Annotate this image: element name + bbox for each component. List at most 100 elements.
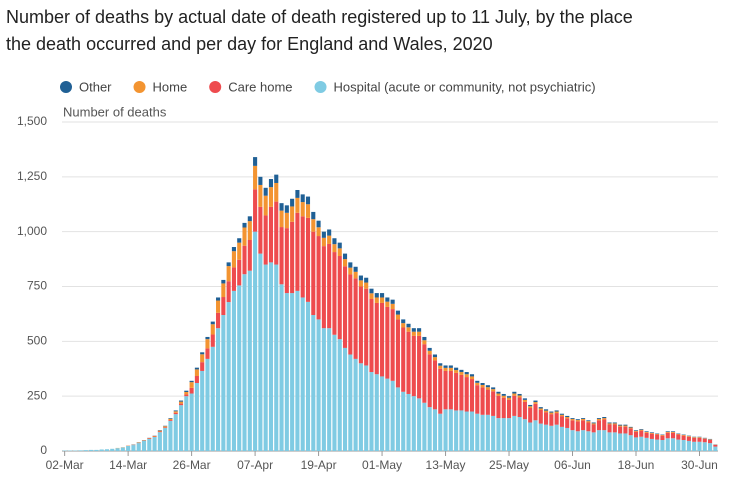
bar-segment — [422, 340, 427, 345]
chart-title: Number of deaths by actual date of death… — [6, 7, 633, 54]
bar-segment — [332, 238, 337, 245]
bar-segment — [290, 221, 295, 294]
bar-segment — [163, 426, 168, 428]
bar-segment — [369, 299, 374, 373]
bar-segment — [253, 157, 258, 166]
bar-segment — [623, 424, 628, 426]
bar-segment — [649, 433, 654, 439]
bar-segment — [284, 205, 289, 213]
bar-segment — [528, 406, 533, 409]
bar-segment — [131, 445, 136, 451]
x-tick-label: 06-Jun — [554, 458, 591, 472]
bar-segment — [607, 423, 612, 425]
bar-segment — [226, 302, 231, 451]
bar-segment — [422, 402, 427, 451]
bar-segment — [692, 441, 697, 451]
x-tick-label: 07-Apr — [237, 458, 273, 472]
bar-segment — [528, 408, 533, 423]
bar-segment — [274, 201, 279, 265]
bar-segment — [173, 410, 178, 412]
bar-segment — [448, 370, 453, 410]
bar-segment — [581, 418, 586, 419]
bar-segment — [427, 354, 432, 408]
bar-segment — [348, 354, 353, 451]
legend-swatch — [133, 81, 146, 93]
bar-segment — [189, 382, 194, 388]
bar-segment — [443, 409, 448, 451]
bar-segment — [327, 328, 332, 451]
bar-segment — [517, 395, 522, 398]
bar-segment — [173, 411, 178, 413]
bar-segment — [533, 402, 538, 404]
bar-segment — [702, 438, 707, 443]
bar-segment — [332, 252, 337, 335]
bar-segment — [459, 410, 464, 451]
bar-segment — [253, 165, 258, 190]
bar-segment — [221, 279, 226, 284]
bar-segment — [660, 440, 665, 451]
bar-segment — [454, 410, 459, 451]
bar-segment — [194, 369, 199, 376]
bar-segment — [369, 293, 374, 300]
bar-segment — [575, 431, 580, 451]
bar-segment — [305, 217, 311, 302]
bar-segment — [438, 413, 443, 451]
bar-segment — [554, 411, 559, 414]
bar-segment — [380, 302, 385, 377]
bar-segment — [581, 430, 586, 451]
bar-segment — [284, 293, 289, 451]
bar-segment — [655, 434, 660, 440]
bar-segment — [205, 336, 210, 340]
bar-segment — [253, 231, 258, 451]
bar-segment — [189, 387, 194, 394]
bar-segment — [639, 429, 644, 430]
bar-segment — [311, 211, 316, 220]
bar-segment — [628, 435, 633, 451]
bar-segment — [475, 382, 480, 386]
bar-segment — [665, 432, 670, 439]
x-tick-label: 18-Jun — [618, 458, 655, 472]
bar-segment — [491, 391, 496, 416]
bar-segment — [189, 380, 194, 383]
bar-segment — [480, 384, 485, 388]
bar-segment — [596, 418, 602, 419]
bar-segment — [279, 227, 284, 285]
bar-segment — [284, 212, 289, 229]
bar-segment — [506, 418, 512, 451]
bar-segment — [364, 365, 369, 451]
bar-segment — [237, 242, 242, 260]
bar-segment — [253, 189, 258, 232]
bar-segment — [216, 300, 221, 313]
bar-segment — [279, 210, 284, 228]
bar-segment — [141, 440, 147, 451]
bar-segment — [268, 262, 274, 451]
bar-segment — [443, 370, 448, 410]
bar-segment — [454, 370, 459, 373]
bar-segment — [380, 376, 385, 451]
bar-segment — [670, 431, 676, 433]
bar-segment — [157, 432, 162, 451]
bar-segment — [321, 246, 326, 329]
bar-segment — [581, 418, 586, 421]
bar-segment — [464, 374, 469, 378]
bar-segment — [644, 431, 649, 433]
y-axis-label: Number of deaths — [63, 104, 167, 119]
bar-segment — [231, 290, 236, 451]
bar-segment — [342, 259, 348, 267]
bar-segment — [549, 411, 554, 413]
bar-segment — [623, 425, 628, 427]
bar-segment — [644, 437, 649, 451]
bar-segment — [258, 184, 263, 207]
bar-segment — [173, 412, 178, 415]
legend-swatch — [209, 81, 222, 93]
bar-segment — [607, 432, 612, 451]
bar-segment — [342, 266, 348, 348]
bar-segment — [380, 297, 385, 303]
bar-segment — [591, 423, 596, 425]
bar-segment — [633, 437, 639, 451]
bar-segment — [427, 350, 432, 355]
bar-segment — [612, 432, 617, 451]
bar-segment — [602, 430, 607, 451]
bar-segment — [480, 383, 485, 385]
bar-segment — [358, 286, 363, 364]
